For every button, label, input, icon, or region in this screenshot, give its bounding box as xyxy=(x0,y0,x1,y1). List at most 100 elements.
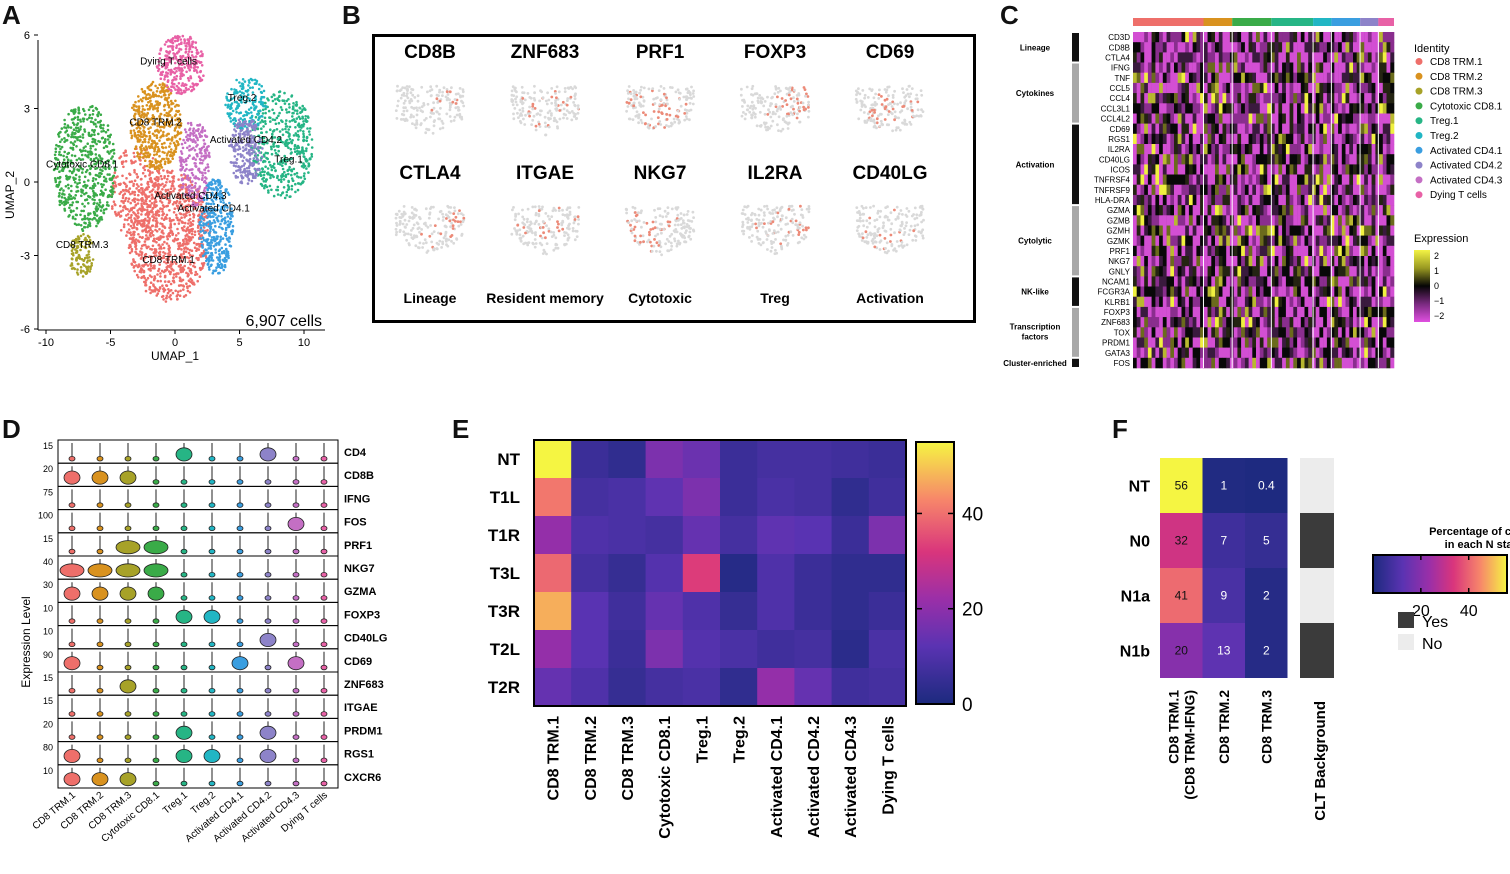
umap-point xyxy=(172,189,175,193)
umap-point xyxy=(204,151,207,155)
umap-point xyxy=(83,180,86,184)
umap-point xyxy=(126,218,129,222)
umap-point xyxy=(102,146,106,150)
umap-point xyxy=(179,164,183,168)
feature-point xyxy=(873,121,877,125)
umap-point xyxy=(208,234,211,237)
umap-point xyxy=(214,182,217,185)
feature-point xyxy=(750,87,754,91)
umap-point xyxy=(170,39,173,42)
umap-point xyxy=(294,182,297,186)
umap-point xyxy=(90,262,93,265)
umap-point xyxy=(263,160,267,163)
umap-point xyxy=(148,210,151,214)
umap-point xyxy=(257,162,260,165)
umap-point xyxy=(302,174,306,178)
umap-point xyxy=(135,273,139,277)
umap-point xyxy=(100,159,103,163)
umap-point xyxy=(102,166,105,169)
feature-point xyxy=(423,118,426,122)
umap-point xyxy=(90,133,94,137)
umap-point xyxy=(179,77,182,80)
feature-point xyxy=(871,114,874,118)
umap-point xyxy=(257,145,260,149)
feature-point xyxy=(884,105,888,109)
umap-point xyxy=(296,182,300,185)
umap-point xyxy=(303,177,307,181)
umap-point xyxy=(203,142,207,146)
umap-point xyxy=(87,133,91,136)
feature-point xyxy=(796,112,799,116)
umap-point xyxy=(99,168,102,171)
feature-point xyxy=(753,112,757,116)
umap-point xyxy=(160,295,164,299)
feature-point xyxy=(767,108,770,112)
umap-point xyxy=(167,270,171,273)
feature-point xyxy=(432,106,436,110)
umap-point xyxy=(202,154,206,158)
umap-point xyxy=(175,275,178,278)
umap-point xyxy=(198,161,202,165)
umap-point xyxy=(147,220,151,224)
umap-point xyxy=(166,264,170,268)
umap-point xyxy=(151,123,154,126)
umap-point xyxy=(127,228,131,231)
umap-x-tick: -5 xyxy=(106,337,116,349)
feature-point xyxy=(692,89,695,93)
umap-point xyxy=(76,168,79,171)
umap-point xyxy=(162,256,166,260)
feature-point xyxy=(559,103,563,107)
umap-point xyxy=(176,206,180,210)
umap-point xyxy=(307,130,311,133)
feature-point xyxy=(885,97,889,101)
umap-point xyxy=(269,120,272,123)
feature-point xyxy=(804,107,807,111)
umap-point xyxy=(203,134,207,137)
feature-point xyxy=(419,122,423,125)
umap-point xyxy=(150,275,153,279)
umap-point xyxy=(210,241,214,244)
umap-point xyxy=(57,135,61,138)
umap-point xyxy=(290,177,294,180)
feature-point xyxy=(793,88,796,92)
umap-point xyxy=(162,235,165,239)
umap-point xyxy=(177,247,180,251)
feature-point xyxy=(792,107,795,111)
umap-point xyxy=(181,228,185,231)
umap-point xyxy=(212,215,215,218)
umap-point xyxy=(163,240,166,244)
umap-point xyxy=(95,125,98,128)
umap-point xyxy=(149,102,153,106)
feature-point xyxy=(415,113,419,117)
umap-point xyxy=(183,264,186,268)
umap-point xyxy=(292,102,295,105)
umap-point xyxy=(302,130,305,133)
umap-point xyxy=(155,294,158,297)
umap-point xyxy=(216,178,220,182)
umap-point xyxy=(268,160,271,164)
umap-point xyxy=(218,260,222,263)
umap-point xyxy=(207,225,211,228)
umap-point xyxy=(188,137,192,141)
umap-point xyxy=(188,217,192,221)
feature-point xyxy=(424,241,428,245)
feature-point xyxy=(897,116,900,120)
feature-point xyxy=(909,105,913,109)
umap-point xyxy=(123,218,127,221)
umap-point xyxy=(130,136,133,140)
feature-point xyxy=(411,93,415,97)
umap-point xyxy=(270,147,273,151)
feature-point xyxy=(556,126,559,130)
feature-point xyxy=(893,118,896,122)
umap-point xyxy=(212,219,216,222)
feature-point xyxy=(773,92,777,96)
umap-point xyxy=(167,137,170,141)
umap-point xyxy=(244,110,248,114)
umap-point xyxy=(161,188,164,191)
umap-point xyxy=(178,47,181,51)
umap-point xyxy=(100,185,104,189)
umap-point xyxy=(72,244,76,248)
umap-point xyxy=(188,248,192,252)
umap-point xyxy=(65,175,68,178)
umap-point xyxy=(111,205,114,208)
